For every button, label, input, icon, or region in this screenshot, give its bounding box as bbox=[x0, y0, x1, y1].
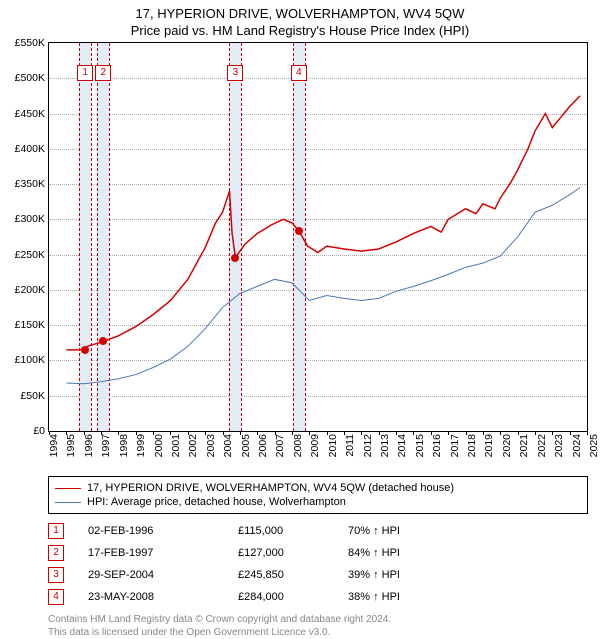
x-axis-label: 1995 bbox=[65, 434, 77, 457]
x-axis-label: 2008 bbox=[292, 434, 304, 457]
x-axis-label: 2003 bbox=[205, 434, 217, 457]
y-axis-label: £250K bbox=[1, 249, 49, 261]
footer-line1: Contains HM Land Registry data © Crown c… bbox=[48, 614, 588, 627]
x-axis-label: 1994 bbox=[48, 434, 60, 457]
x-axis-label: 2017 bbox=[449, 434, 461, 457]
sale-delta: 84% ↑ HPI bbox=[348, 542, 400, 564]
y-axis-label: £500K bbox=[1, 72, 49, 84]
sales-table: 1 02-FEB-1996£115,00070% ↑ HPI 2 17-FEB-199… bbox=[48, 520, 588, 608]
sale-marker-1: 1 bbox=[77, 65, 93, 81]
x-axis-label: 2004 bbox=[222, 434, 234, 457]
y-axis-label: £100K bbox=[1, 354, 49, 366]
sale-point-marker bbox=[81, 346, 89, 354]
sale-price: £284,000 bbox=[238, 586, 348, 608]
legend-label: 17, HYPERION DRIVE, WOLVERHAMPTON, WV4 5… bbox=[87, 482, 454, 494]
sale-point-marker bbox=[99, 337, 107, 345]
x-axis-label: 2005 bbox=[240, 434, 252, 457]
chart-plot-area: £0£50K£100K£150K£200K£250K£300K£350K£400… bbox=[48, 42, 588, 432]
sale-delta: 70% ↑ HPI bbox=[348, 520, 400, 542]
chart-title-address: 17, HYPERION DRIVE, WOLVERHAMPTON, WV4 5… bbox=[0, 0, 600, 21]
x-axis-label: 1996 bbox=[83, 434, 95, 457]
x-axis-label: 2007 bbox=[274, 434, 286, 457]
legend-item: HPI: Average price, detached house, Wolv… bbox=[55, 495, 581, 509]
legend: 17, HYPERION DRIVE, WOLVERHAMPTON, WV4 5… bbox=[48, 476, 588, 514]
x-axis-label: 2024 bbox=[571, 434, 583, 457]
sale-delta: 38% ↑ HPI bbox=[348, 586, 400, 608]
sale-date: 17-FEB-1997 bbox=[88, 542, 238, 564]
x-axis-label: 2001 bbox=[170, 434, 182, 457]
sale-number-box: 2 bbox=[48, 545, 64, 561]
x-axis-label: 2006 bbox=[257, 434, 269, 457]
sale-delta: 39% ↑ HPI bbox=[348, 564, 400, 586]
x-axis-label: 2015 bbox=[414, 434, 426, 457]
x-axis-label: 2016 bbox=[431, 434, 443, 457]
x-axis-label: 1997 bbox=[100, 434, 112, 457]
x-axis-label: 2012 bbox=[362, 434, 374, 457]
sale-number-box: 4 bbox=[48, 589, 64, 605]
y-axis-label: £550K bbox=[1, 37, 49, 49]
x-axis-labels: 1994 1995 1996 1997 1998 1999 2000 2001 2002 2003… bbox=[48, 432, 588, 472]
x-axis-label: 2002 bbox=[187, 434, 199, 457]
table-row: 1 02-FEB-1996£115,00070% ↑ HPI bbox=[48, 520, 400, 542]
sale-point-marker bbox=[231, 254, 239, 262]
table-row: 3 29-SEP-2004£245,85039% ↑ HPI bbox=[48, 564, 400, 586]
sale-number-box: 1 bbox=[48, 523, 64, 539]
sale-price: £127,000 bbox=[238, 542, 348, 564]
sale-price: £115,000 bbox=[238, 520, 348, 542]
x-axis-label: 2000 bbox=[153, 434, 165, 457]
x-axis-label: 1999 bbox=[135, 434, 147, 457]
sale-date: 02-FEB-1996 bbox=[88, 520, 238, 542]
x-axis-label: 2019 bbox=[483, 434, 495, 457]
sale-date: 23-MAY-2008 bbox=[88, 586, 238, 608]
x-axis-label: 1998 bbox=[118, 434, 130, 457]
x-axis-label: 2014 bbox=[396, 434, 408, 457]
x-axis-label: 2009 bbox=[309, 434, 321, 457]
x-axis-label: 2022 bbox=[536, 434, 548, 457]
attribution-footer: Contains HM Land Registry data © Crown c… bbox=[48, 614, 588, 639]
y-axis-label: £150K bbox=[1, 319, 49, 331]
x-axis-label: 2018 bbox=[466, 434, 478, 457]
y-axis-label: £200K bbox=[1, 284, 49, 296]
y-axis-label: £450K bbox=[1, 108, 49, 120]
y-axis-label: £300K bbox=[1, 213, 49, 225]
x-axis-label: 2023 bbox=[553, 434, 565, 457]
x-axis-label: 2020 bbox=[501, 434, 513, 457]
plot-box: £0£50K£100K£150K£200K£250K£300K£350K£400… bbox=[48, 42, 588, 432]
footer-line2: This data is licensed under the Open Gov… bbox=[48, 627, 588, 639]
x-axis-label: 2011 bbox=[344, 434, 356, 457]
sale-marker-3: 3 bbox=[227, 65, 243, 81]
legend-label: HPI: Average price, detached house, Wolv… bbox=[87, 496, 346, 508]
x-axis-label: 2013 bbox=[379, 434, 391, 457]
x-axis-label: 2025 bbox=[588, 434, 600, 457]
x-axis-label: 2021 bbox=[518, 434, 530, 457]
sale-marker-2: 2 bbox=[95, 65, 111, 81]
y-axis-label: £350K bbox=[1, 178, 49, 190]
y-axis-label: £50K bbox=[1, 390, 49, 402]
chart-subtitle: Price paid vs. HM Land Registry's House … bbox=[0, 21, 600, 42]
x-axis-label: 2010 bbox=[327, 434, 339, 457]
sale-price: £245,850 bbox=[238, 564, 348, 586]
y-axis-label: £400K bbox=[1, 143, 49, 155]
legend-item: 17, HYPERION DRIVE, WOLVERHAMPTON, WV4 5… bbox=[55, 481, 581, 495]
table-row: 2 17-FEB-1997£127,00084% ↑ HPI bbox=[48, 542, 400, 564]
y-axis-label: £0 bbox=[1, 425, 49, 437]
table-row: 4 23-MAY-2008£284,00038% ↑ HPI bbox=[48, 586, 400, 608]
sale-marker-4: 4 bbox=[291, 65, 307, 81]
sale-date: 29-SEP-2004 bbox=[88, 564, 238, 586]
sale-point-marker bbox=[295, 227, 303, 235]
sale-number-box: 3 bbox=[48, 567, 64, 583]
chart-container: 17, HYPERION DRIVE, WOLVERHAMPTON, WV4 5… bbox=[0, 0, 600, 620]
